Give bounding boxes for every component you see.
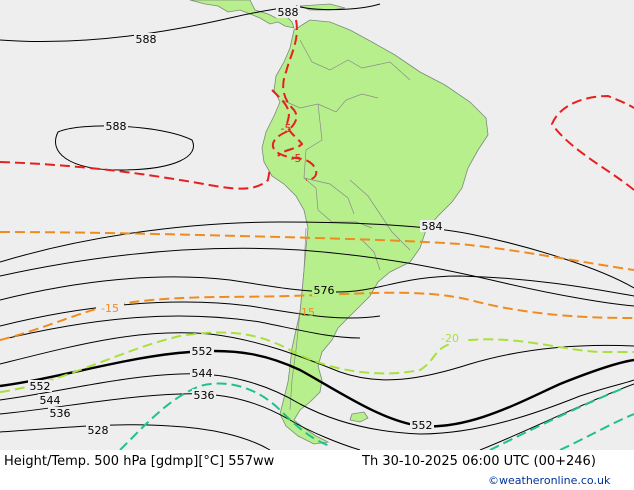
height-label-552-west: 552: [28, 380, 52, 393]
height-label-544-center: 544: [190, 367, 214, 380]
height-label-536-west: 536: [48, 407, 72, 420]
temp-line-m20: [0, 331, 634, 393]
south-america: [261, 19, 489, 445]
temp-line-andes-2: [271, 89, 304, 157]
contour-584: [0, 221, 634, 289]
svg-text:536: 536: [194, 389, 215, 402]
weather-map: 588 588 588 584 576 552 552 552 544 544 …: [0, 0, 634, 451]
temp-contours-m25: [119, 382, 634, 451]
svg-text:584: 584: [422, 220, 443, 233]
temp-line-m25-east: [489, 387, 625, 451]
contour-552-bold: [0, 349, 634, 428]
contour-536: [0, 393, 361, 451]
contour-588-north: [0, 7, 283, 43]
contour-568: [0, 315, 361, 341]
temp-line-east: [550, 94, 634, 191]
height-label-588-closed: 588: [104, 120, 128, 133]
forecast-datetime: Th 30-10-2025 06:00 UTC (00+246): [362, 454, 596, 469]
contour-560: [0, 332, 634, 381]
height-label-552-east: 552: [410, 419, 434, 432]
svg-text:-5: -5: [281, 122, 292, 135]
temp-line-m25-west: [119, 382, 331, 451]
temp-line-m15: [0, 291, 634, 341]
contour-572: [0, 301, 381, 327]
svg-text:552: 552: [192, 345, 213, 358]
svg-text:588: 588: [278, 6, 299, 19]
falkland-islands: [349, 411, 369, 423]
borders: [281, 39, 411, 411]
contour-580: [0, 247, 634, 307]
height-label-544-west: 544: [38, 394, 62, 407]
temp-line-west: [0, 161, 271, 190]
temp-line-m30-east: [559, 413, 634, 451]
svg-text:588: 588: [106, 120, 127, 133]
temp-contours-m20: [0, 331, 634, 393]
land: [189, 0, 489, 445]
svg-text:-15: -15: [297, 306, 315, 319]
svg-text:576: 576: [314, 284, 335, 297]
svg-text:-5: -5: [291, 152, 302, 165]
temp-contours-warm: [0, 19, 634, 191]
height-label-552-center: 552: [190, 345, 214, 358]
map-title: Height/Temp. 500 hPa [gdmp][°C] 557ww: [4, 454, 275, 469]
height-label-528: 528: [86, 424, 110, 437]
svg-text:-15: -15: [101, 302, 119, 315]
temp-line-andes: [271, 19, 318, 181]
svg-text:544: 544: [192, 367, 213, 380]
svg-text:536: 536: [50, 407, 71, 420]
height-contours: [0, 3, 634, 451]
svg-text:552: 552: [30, 380, 51, 393]
contour-528: [0, 424, 271, 451]
credit-link[interactable]: ©weatheronline.co.uk: [488, 474, 611, 487]
contour-544: [0, 373, 634, 435]
svg-text:552: 552: [412, 419, 433, 432]
footer: Height/Temp. 500 hPa [gdmp][°C] 557ww Th…: [0, 450, 634, 490]
temp-label-m5-b: -5: [291, 152, 302, 165]
svg-text:588: 588: [136, 33, 157, 46]
central-america: [189, 0, 295, 29]
svg-text:-20: -20: [441, 332, 459, 345]
temp-label-m15-center: -15: [297, 306, 315, 319]
height-label-576: 576: [312, 284, 336, 297]
temp-contours-m10: [0, 231, 634, 341]
temp-line-m10: [0, 231, 634, 271]
contour-588-north-b: [295, 3, 381, 11]
height-label-584: 584: [420, 220, 444, 233]
height-label-588-nw: 588: [134, 33, 158, 46]
temp-label-m5-a: -5: [281, 122, 292, 135]
svg-text:528: 528: [88, 424, 109, 437]
height-label-536-center: 536: [192, 389, 216, 402]
svg-text:544: 544: [40, 394, 61, 407]
height-label-588-top: 588: [276, 6, 300, 19]
temp-label-m15-west: -15: [96, 302, 124, 315]
temp-label-m20: -20: [436, 332, 464, 345]
